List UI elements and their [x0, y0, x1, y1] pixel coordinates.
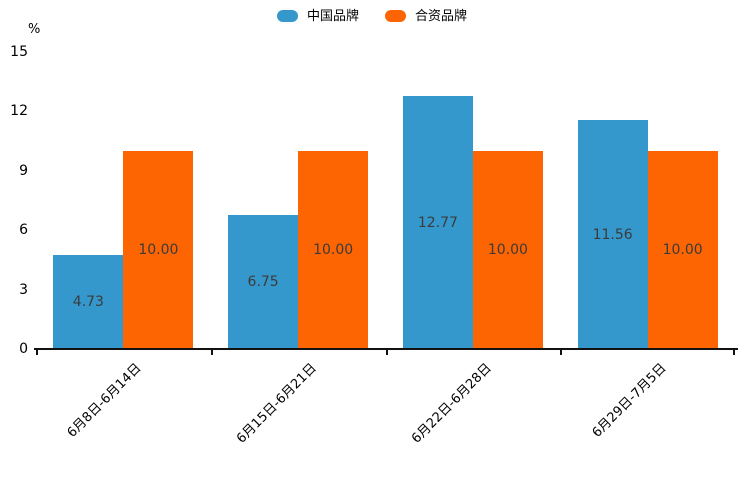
x-axis-line [34, 348, 738, 350]
legend-label-china-brand: 中国品牌 [306, 8, 359, 24]
x-tick-label: 6月8日-6月14日 [64, 360, 145, 441]
legend-label-joint-venture-brand: 合资品牌 [415, 8, 468, 24]
y-tick-label: 9 [19, 162, 28, 179]
legend-item-joint-venture-brand[interactable]: 合资品牌 [385, 10, 467, 23]
legend-item-china-brand[interactable]: 中国品牌 [276, 8, 359, 24]
bar-china-brand[interactable]: 4.73 [53, 255, 124, 349]
x-axis-tick [210, 350, 213, 355]
x-axis-tick [733, 350, 735, 355]
x-tick-label: 6月22日-6月28日 [408, 360, 495, 447]
y-tick-label: 6 [19, 222, 28, 239]
y-tick-label: 0 [19, 341, 28, 357]
x-axis-tick [560, 350, 563, 355]
x-tick-label: 6月15日-6月21日 [233, 360, 320, 447]
x-axis-tick [36, 350, 38, 355]
bar-joint-venture-brand[interactable]: 10.00 [647, 151, 718, 349]
bar-value-label: 10.00 [313, 242, 354, 258]
bar-joint-venture-brand[interactable]: 10.00 [472, 151, 543, 349]
plot-area: 4.73 10.00 6月8日-6月14日 6.75 10.00 6月15日-6月21日 1… [36, 52, 735, 447]
bar-value-label: 4.73 [72, 294, 104, 311]
bar-value-label: 11.56 [592, 226, 633, 243]
bar-value-label: 6.75 [247, 274, 279, 291]
y-axis-unit-label: % [28, 22, 41, 37]
legend-swatch-china-brand [276, 10, 298, 22]
x-axis-tick [385, 350, 388, 355]
bar-value-label: 10.00 [138, 242, 179, 258]
legend: 中国品牌 合资品牌 [0, 6, 744, 26]
bar-joint-venture-brand[interactable]: 10.00 [298, 151, 369, 349]
bar-china-brand[interactable]: 11.56 [577, 120, 648, 349]
y-tick-label: 12 [10, 103, 28, 120]
y-axis: 0 3 6 9 12 15 [0, 44, 28, 357]
bar-value-label: 12.77 [417, 214, 458, 231]
y-tick-label: 15 [10, 44, 28, 60]
bar-china-brand[interactable]: 6.75 [228, 215, 299, 349]
x-tick-label: 6月29日-7月5日 [589, 360, 670, 441]
bar-value-label: 10.00 [662, 242, 703, 258]
bar-joint-venture-brand[interactable]: 10.00 [123, 151, 194, 349]
y-tick-label: 3 [19, 281, 28, 298]
bar-value-label: 10.00 [487, 242, 528, 258]
bar-china-brand[interactable]: 12.77 [402, 96, 473, 349]
legend-swatch-joint-venture-brand [385, 10, 406, 22]
